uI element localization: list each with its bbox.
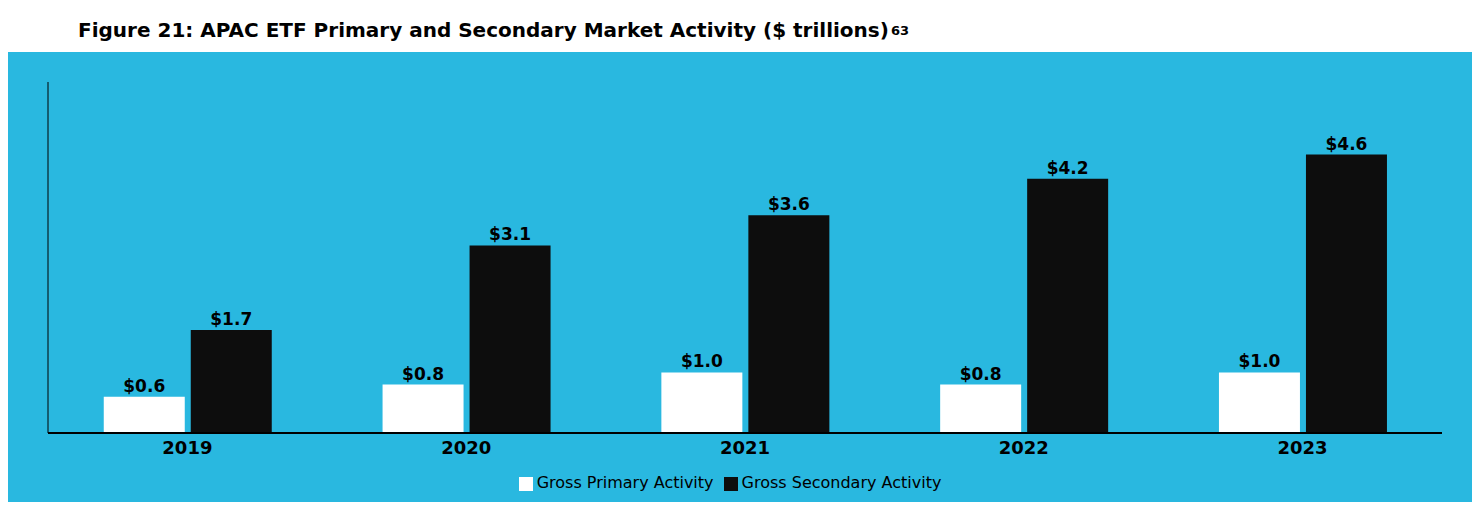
- svg-text:2020: 2020: [441, 437, 491, 458]
- svg-text:$4.6: $4.6: [1325, 134, 1367, 154]
- svg-text:2022: 2022: [999, 437, 1049, 458]
- svg-text:$1.0: $1.0: [1238, 351, 1280, 371]
- svg-text:2023: 2023: [1278, 437, 1328, 458]
- svg-text:$0.8: $0.8: [960, 364, 1002, 384]
- html-text:Gross Primary Activity: Gross Primary Activity: [536, 473, 714, 492]
- svg-text:$1.0: $1.0: [681, 351, 723, 371]
- svg-text:2019: 2019: [162, 437, 212, 458]
- svg-text:$4.2: $4.2: [1047, 158, 1089, 178]
- svg-text:$3.1: $3.1: [489, 224, 531, 244]
- html-text:Gross Secondary Activity: Gross Secondary Activity: [741, 473, 942, 492]
- svg-text:$3.6: $3.6: [768, 194, 810, 214]
- svg-text:$0.6: $0.6: [123, 376, 165, 396]
- svg-text:$1.7: $1.7: [210, 309, 252, 329]
- svg-text:2021: 2021: [720, 437, 770, 458]
- html-text:Figure 21: APAC ETF Primary an: Figure 21: APAC ETF Primary and Secondar…: [78, 18, 909, 42]
- svg-text:$0.8: $0.8: [402, 364, 444, 384]
